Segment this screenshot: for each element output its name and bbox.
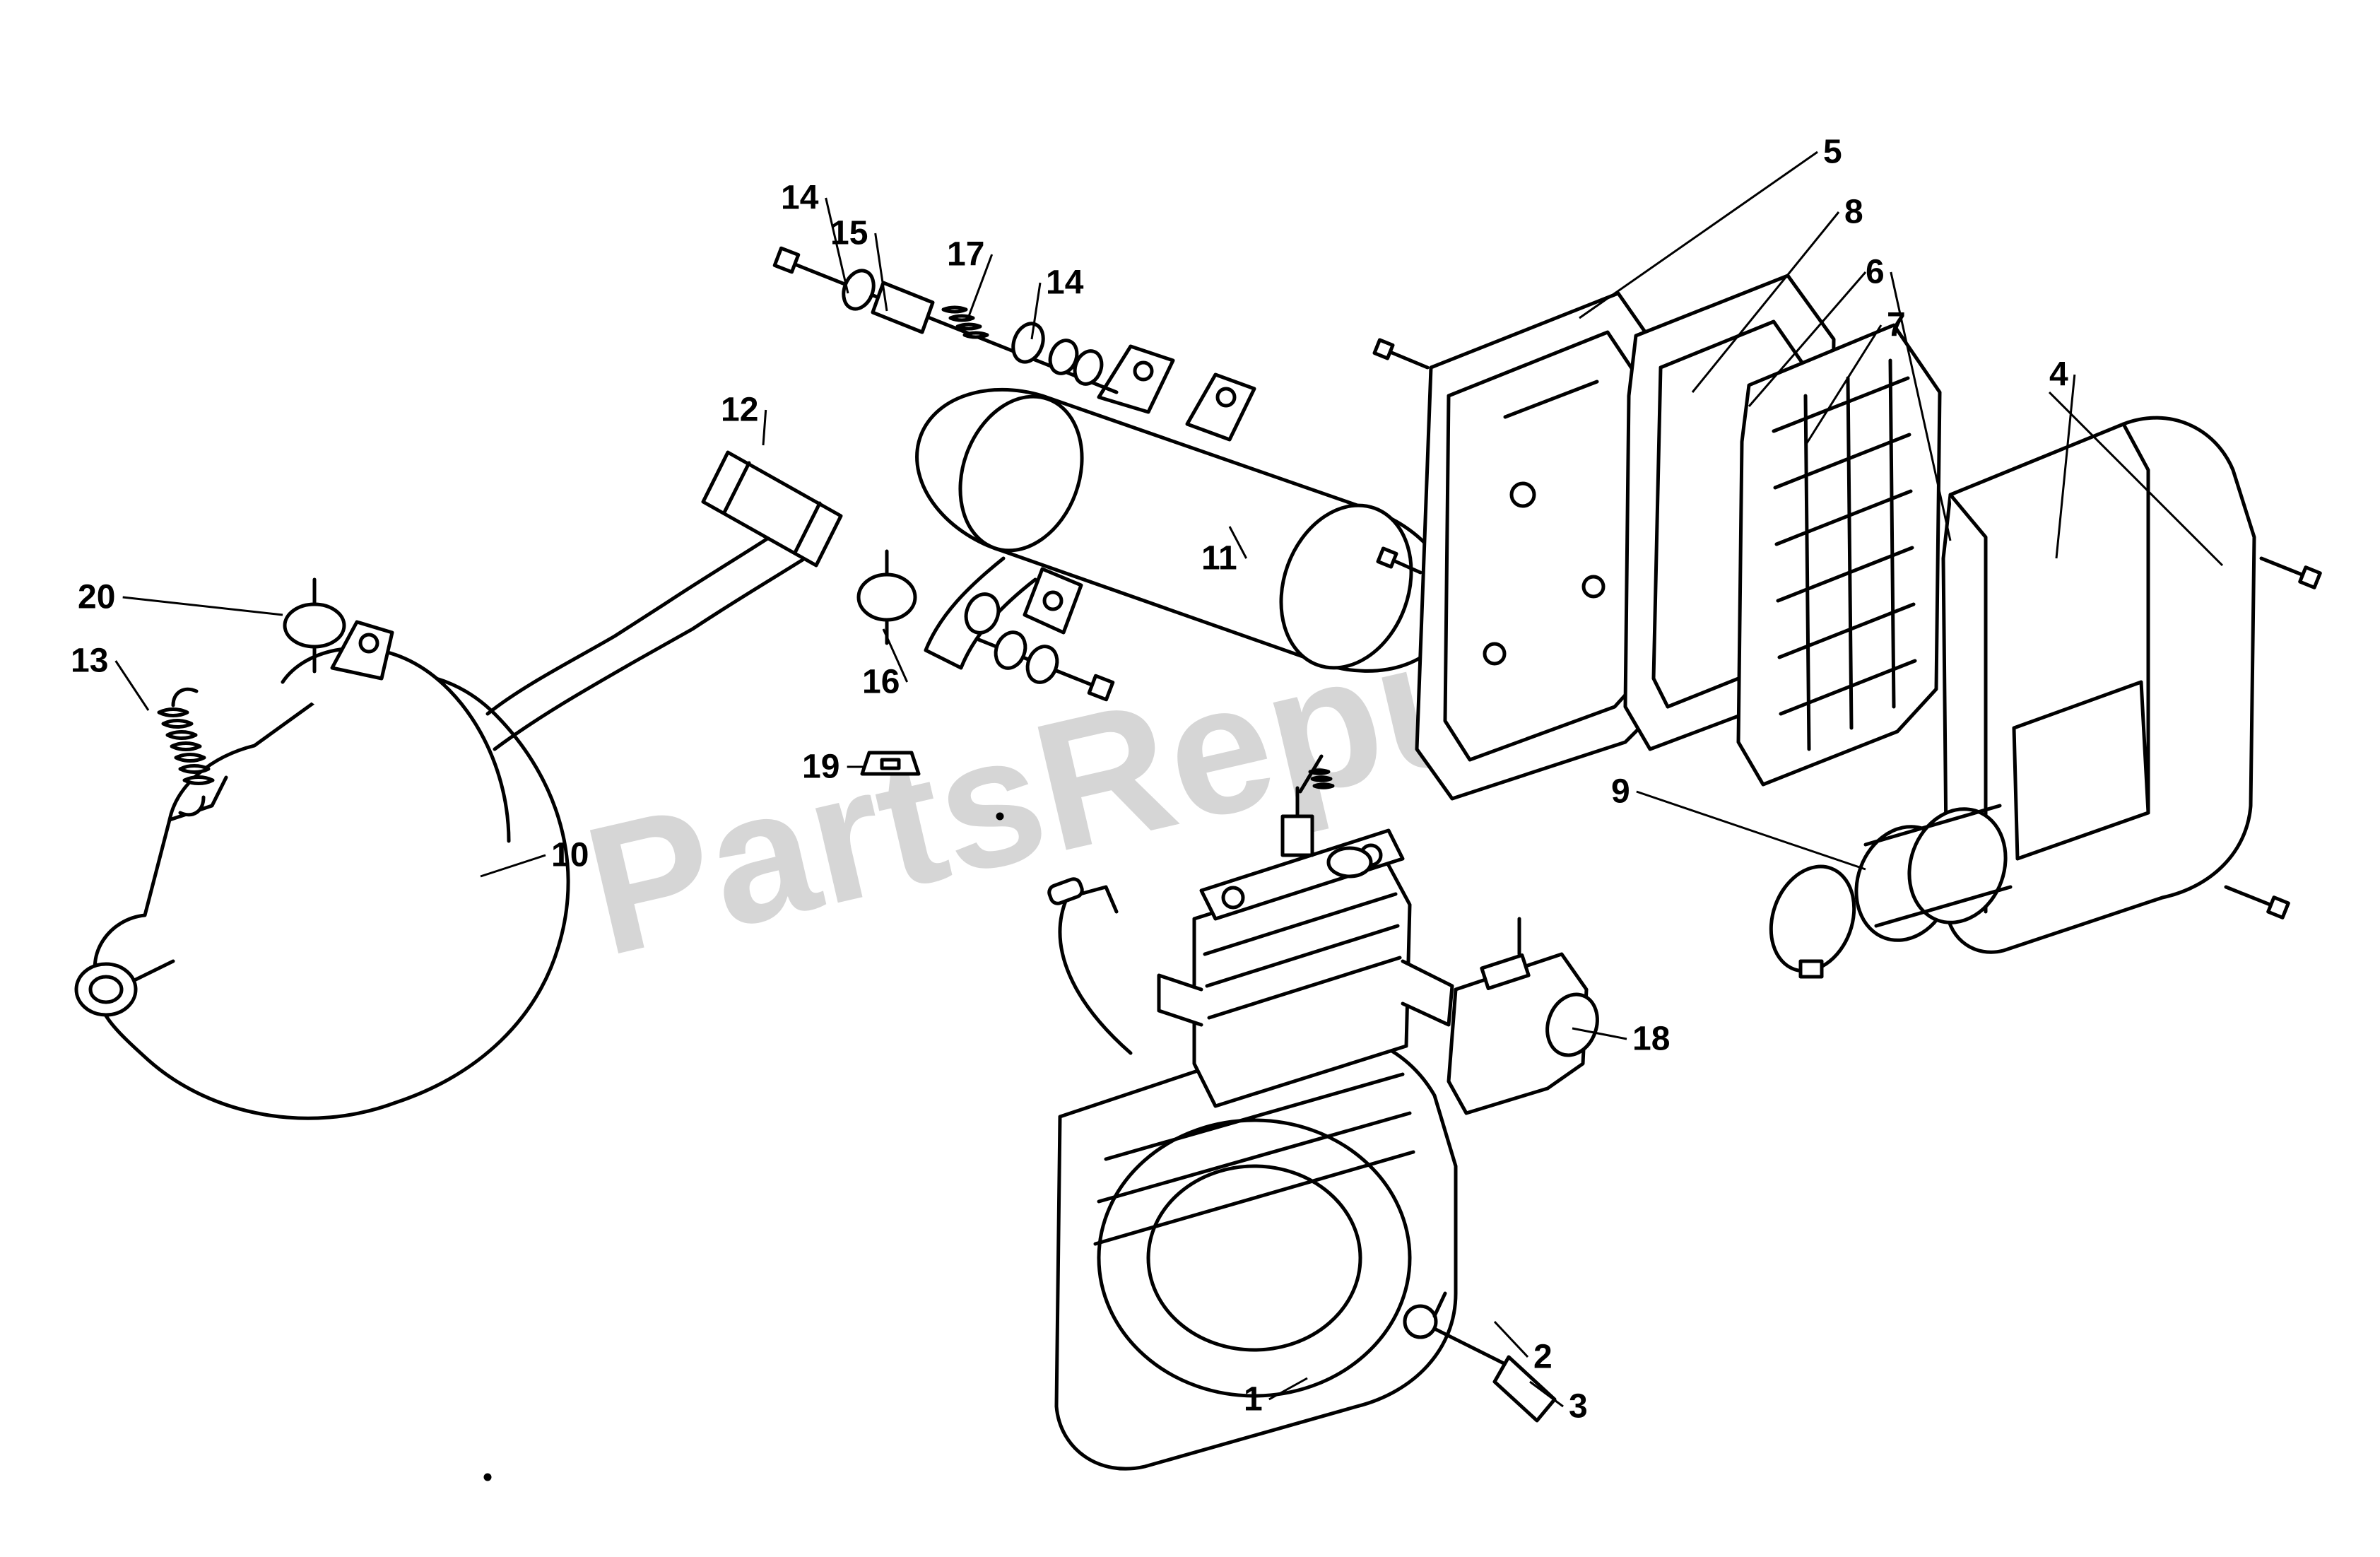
callout-3: 3 xyxy=(1569,1387,1588,1426)
leader-lines xyxy=(0,0,2380,1557)
callout-20: 20 xyxy=(78,578,115,617)
callout-19: 19 xyxy=(802,748,840,787)
callout-6: 6 xyxy=(1866,253,1885,292)
callout-14: 14 xyxy=(781,179,818,218)
callout-9: 9 xyxy=(1611,772,1630,811)
callout-11: 11 xyxy=(1201,539,1237,578)
callout-16: 16 xyxy=(862,663,900,702)
callout-10: 10 xyxy=(551,836,589,875)
callout-13: 13 xyxy=(71,642,108,681)
callout-18: 18 xyxy=(1632,1020,1670,1059)
callout-12: 12 xyxy=(721,391,758,430)
callout-2: 2 xyxy=(1533,1338,1553,1377)
callout-1: 1 xyxy=(1244,1380,1263,1419)
callout-4: 4 xyxy=(2049,356,2068,394)
diagram-stage: PartsRepublik xyxy=(0,0,2380,1557)
callout-5: 5 xyxy=(1823,133,1842,172)
callout-7: 7 xyxy=(1887,306,1906,345)
callout-15: 15 xyxy=(830,214,868,253)
callout-14: 14 xyxy=(1046,264,1083,302)
callout-8: 8 xyxy=(1844,193,1863,232)
callout-17: 17 xyxy=(947,235,984,274)
